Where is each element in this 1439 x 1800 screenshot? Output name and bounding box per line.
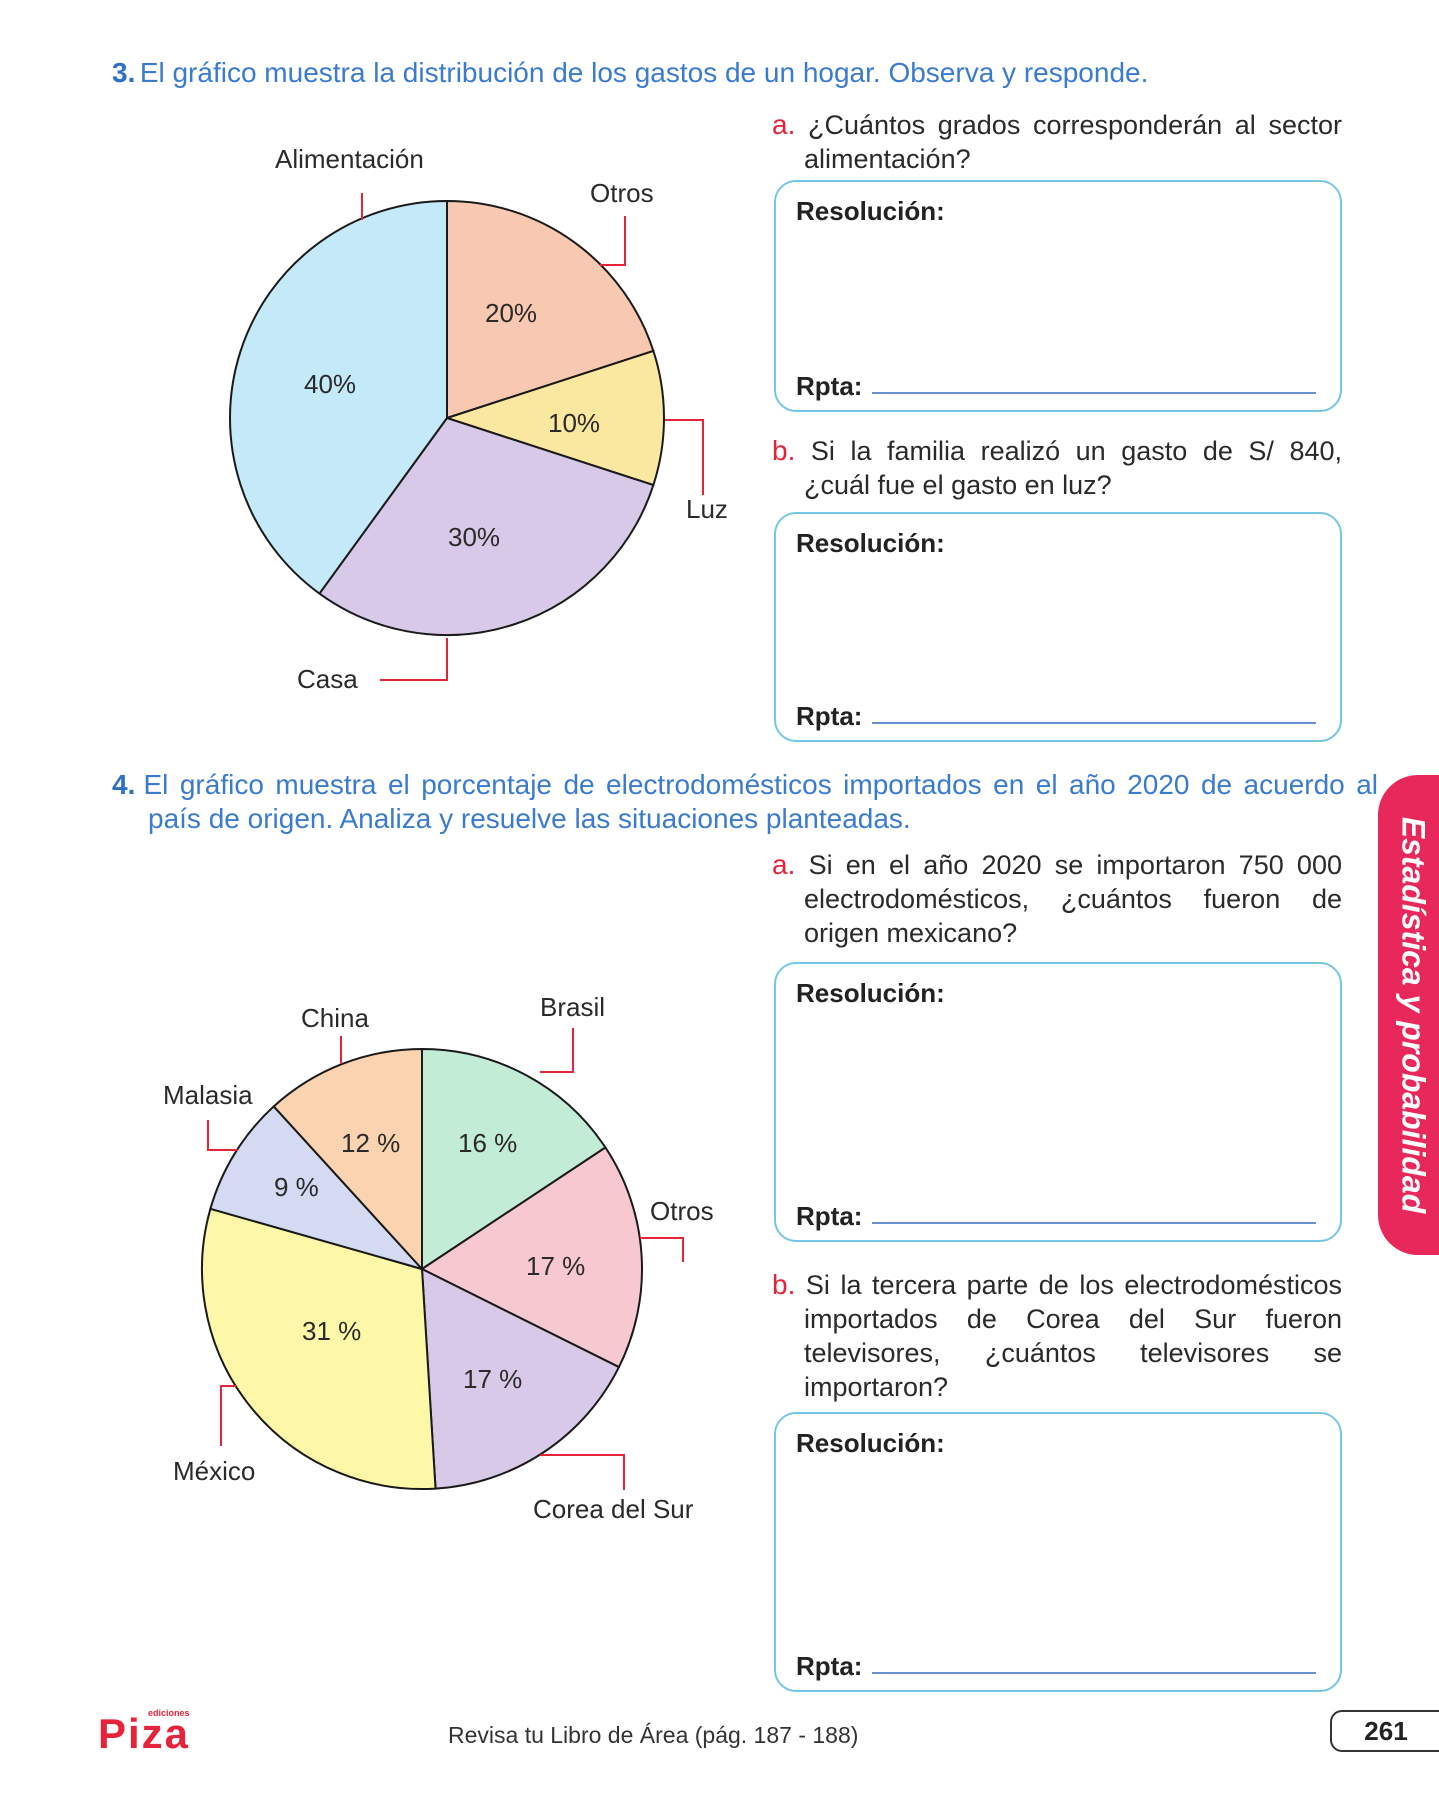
section-side-tab: Estadística y probabilidad — [1378, 775, 1439, 1255]
question-4b-text: Si la tercera parte de los electrodomést… — [804, 1270, 1342, 1402]
rpta-line[interactable] — [872, 392, 1316, 394]
label-china: China — [301, 1003, 369, 1033]
question-4b: b. Si la tercera parte de los electrodom… — [772, 1268, 1342, 1404]
question-4a-letter: a. — [772, 849, 796, 880]
pct-malasia: 9 % — [274, 1172, 319, 1202]
page-number: 261 — [1330, 1710, 1439, 1752]
label-luz: Luz — [686, 494, 728, 524]
label-corea: Corea del Sur — [533, 1494, 694, 1524]
logo-main-text: Piza — [98, 1710, 190, 1752]
importados-slice-china — [272, 1047, 423, 1272]
question-4b-letter: b. — [772, 1269, 796, 1300]
gastos-slice-casa — [318, 416, 655, 636]
logo-small-text: ediciones — [148, 1708, 190, 1718]
footer-reference: Revisa tu Libro de Área (pág. 187 - 188) — [448, 1722, 859, 1748]
label-otros-2: Otros — [650, 1196, 714, 1226]
question-3b: b. Si la familia realizó un gasto de S/ … — [772, 434, 1342, 502]
leader-malasia — [207, 1120, 238, 1151]
leader-casa — [380, 638, 448, 681]
importados-slice-corea-del-sur — [420, 1267, 621, 1490]
problem-4-text: El gráfico muestra el porcentaje de elec… — [143, 769, 1379, 834]
rpta-label: Rpta: — [796, 701, 863, 731]
importados-slice-méxico — [201, 1207, 437, 1490]
resolucion-label: Resolución: — [796, 196, 945, 226]
question-3a-letter: a. — [772, 109, 796, 140]
problem-3-text: El gráfico muestra la distribución de lo… — [139, 57, 1149, 88]
label-alimentacion: Alimentación — [275, 144, 424, 174]
question-3b-text: Si la familia realizó un gasto de S/ 840… — [804, 436, 1342, 500]
label-mexico: México — [173, 1456, 255, 1486]
label-brasil: Brasil — [540, 992, 605, 1022]
gastos-slice-otros — [446, 199, 655, 420]
question-4a-text: Si en el año 2020 se importaron 750 000 … — [804, 850, 1342, 948]
rpta-line[interactable] — [872, 1222, 1316, 1224]
pct-brasil: 16 % — [458, 1128, 517, 1158]
question-4a: a. Si en el año 2020 se importaron 750 0… — [772, 848, 1342, 950]
pct-otros-2: 17 % — [526, 1251, 585, 1281]
leader-corea — [540, 1454, 625, 1490]
gastos-slice-alimentación — [229, 199, 448, 595]
resolucion-label: Resolución: — [796, 978, 945, 1008]
answer-box-3a[interactable]: Resolución: Rpta: — [774, 180, 1342, 412]
rpta-line[interactable] — [872, 1672, 1316, 1674]
leader-luz — [665, 419, 704, 495]
problem-3-header: 3. El gráfico muestra la distribución de… — [112, 56, 1352, 90]
leader-otros-2 — [640, 1237, 684, 1262]
pie-chart-importados: Brasil Otros Corea del Sur México Malasi… — [163, 992, 714, 1524]
question-3a: a. ¿Cuántos grados corresponderán al sec… — [772, 108, 1342, 176]
answer-box-4a[interactable]: Resolución: Rpta: — [774, 962, 1342, 1242]
gastos-slice-luz — [443, 349, 665, 487]
importados-slice-otros — [420, 1146, 643, 1369]
label-malasia: Malasia — [163, 1080, 253, 1110]
rpta-label: Rpta: — [796, 1651, 863, 1681]
rpta-label: Rpta: — [796, 1201, 863, 1231]
pct-china: 12 % — [341, 1128, 400, 1158]
rpta-line[interactable] — [872, 722, 1316, 724]
pct-luz: 10% — [548, 408, 600, 438]
label-casa: Casa — [297, 664, 358, 694]
problem-4-header: 4. El gráfico muestra el porcentaje de e… — [112, 768, 1378, 836]
rpta-label: Rpta: — [796, 371, 863, 401]
question-3a-text: ¿Cuántos grados corresponderán al sector… — [804, 110, 1342, 174]
label-otros: Otros — [590, 178, 654, 208]
importados-slice-brasil — [421, 1047, 607, 1271]
pct-casa: 30% — [448, 522, 500, 552]
problem-3-number: 3. — [112, 57, 136, 88]
pct-alimentacion: 40% — [304, 369, 356, 399]
leader-mexico — [220, 1385, 236, 1446]
pct-corea: 17 % — [463, 1364, 522, 1394]
resolucion-label: Resolución: — [796, 1428, 945, 1458]
answer-box-4b[interactable]: Resolución: Rpta: — [774, 1412, 1342, 1692]
pct-mexico: 31 % — [302, 1316, 361, 1346]
importados-slice-malasia — [209, 1105, 426, 1271]
problem-4-number: 4. — [112, 769, 136, 800]
pct-otros: 20% — [485, 298, 537, 328]
piza-logo: ediciones Piza — [98, 1708, 190, 1752]
section-side-tab-label: Estadística y probabilidad — [1395, 816, 1432, 1214]
pie-chart-gastos: Alimentación Otros Luz Casa 40% 20% 10% … — [229, 144, 728, 694]
question-3b-letter: b. — [772, 435, 796, 466]
resolucion-label: Resolución: — [796, 528, 945, 558]
answer-box-3b[interactable]: Resolución: Rpta: — [774, 512, 1342, 742]
leader-otros — [600, 216, 626, 266]
leader-brasil — [540, 1028, 574, 1073]
